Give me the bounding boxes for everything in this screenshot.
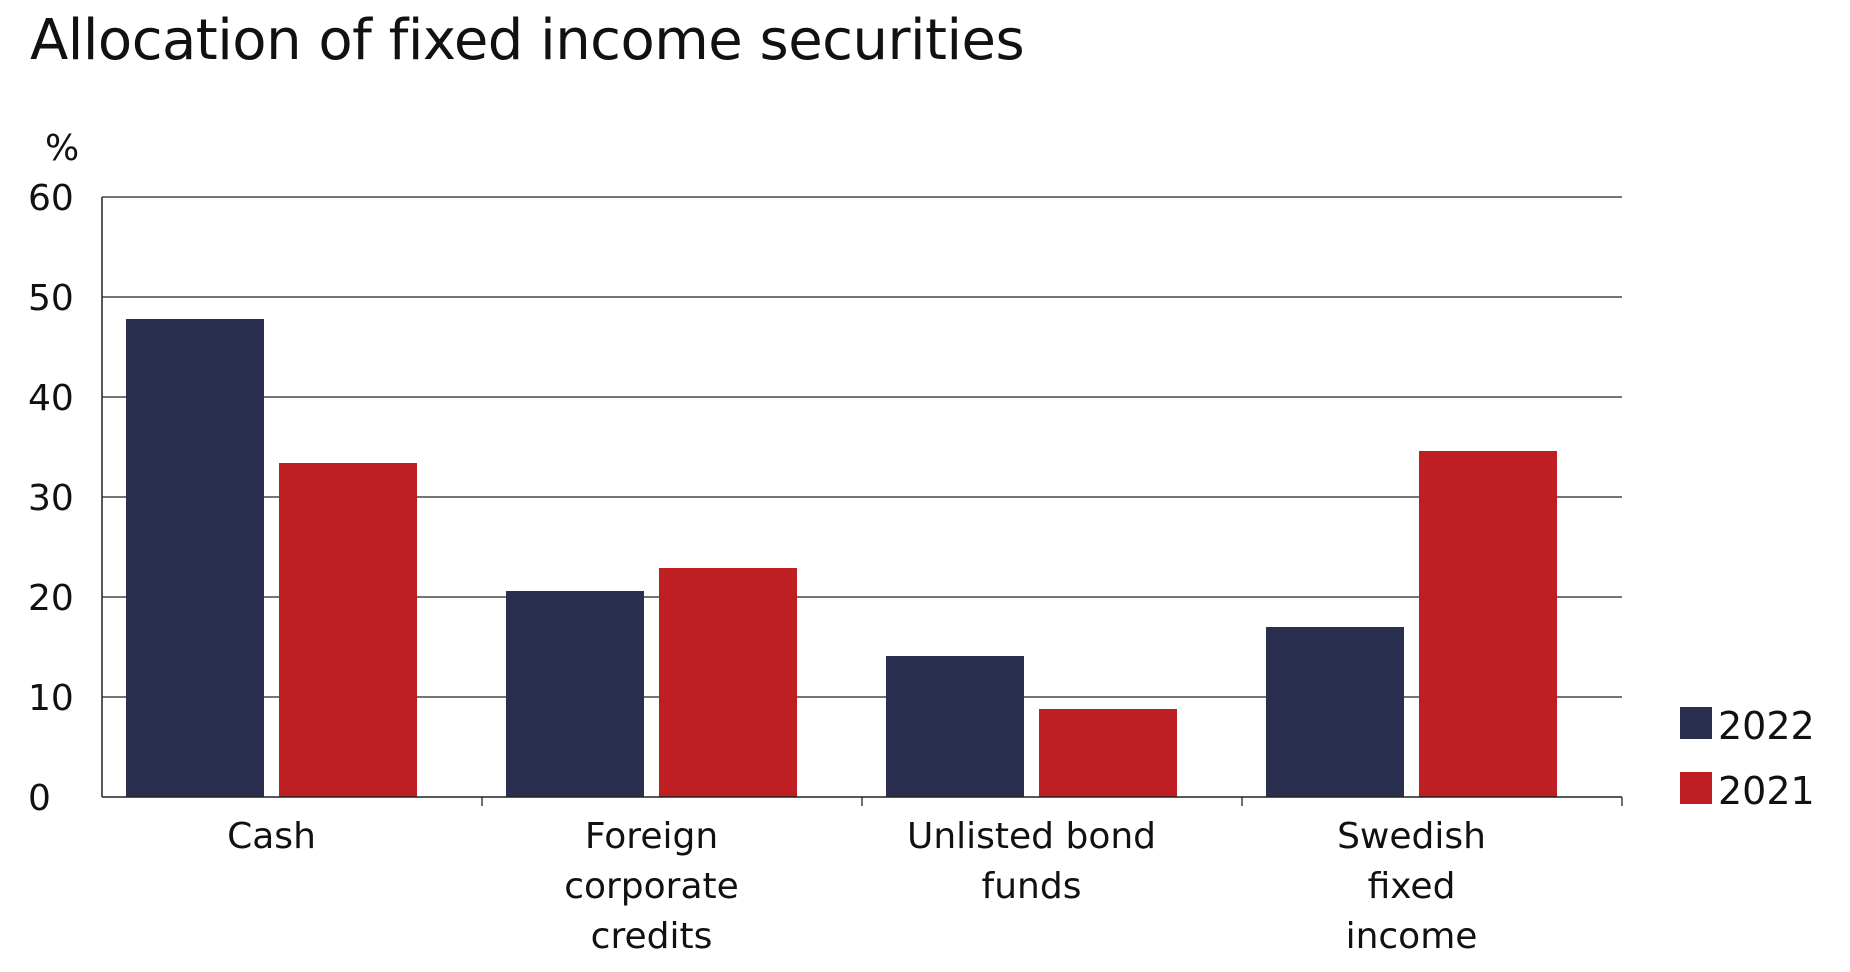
y-tick-label: 0 (28, 778, 51, 819)
x-tick-label-line: credits (591, 916, 713, 957)
x-tick-label-line: corporate (564, 866, 739, 907)
bars (126, 319, 1557, 797)
x-tick-label: Cash (227, 816, 316, 857)
x-tick-label: Foreign corporate credits (564, 816, 739, 957)
y-tick-label: 30 (28, 478, 74, 519)
bar-2021-3 (1419, 451, 1557, 797)
bar-2021-2 (1039, 709, 1177, 797)
axes (101, 197, 1623, 806)
x-axis-ticks: Cash Foreign corporate credits Unlisted bond… (227, 816, 1486, 957)
y-axis-unit-label: % (45, 128, 79, 169)
legend-swatch-2021 (1680, 772, 1712, 804)
bar-2021-0 (279, 463, 417, 797)
y-tick-label: 20 (28, 578, 74, 619)
x-tick-label-line: Foreign (585, 816, 718, 857)
bar-2022-2 (886, 656, 1024, 797)
bar-2022-1 (506, 591, 644, 797)
x-tick-label-line: income (1346, 916, 1478, 957)
legend-label-2021: 2021 (1718, 769, 1815, 813)
bar-2021-1 (659, 568, 797, 797)
y-axis-ticks: 0 10 20 30 40 50 60 (28, 178, 74, 819)
x-tick-label: Swedish fixed income (1337, 816, 1486, 957)
y-tick-label: 60 (28, 178, 74, 219)
legend-label-2022: 2022 (1718, 704, 1815, 748)
x-tick-label-line: fixed (1368, 866, 1456, 907)
x-tick-label: Unlisted bond funds (907, 816, 1156, 907)
legend: 2022 2021 (1680, 704, 1815, 813)
x-tick-label-line: funds (982, 866, 1082, 907)
y-tick-label: 50 (28, 278, 74, 319)
bar-2022-3 (1266, 627, 1404, 797)
y-tick-label: 40 (28, 378, 74, 419)
chart-title: Allocation of fixed income securities (30, 8, 1025, 73)
y-tick-label: 10 (28, 678, 74, 719)
x-tick-label-line: Swedish (1337, 816, 1486, 857)
x-tick-label-line: Unlisted bond (907, 816, 1156, 857)
bar-2022-0 (126, 319, 264, 797)
legend-swatch-2022 (1680, 707, 1712, 739)
x-tick-label-line: Cash (227, 816, 316, 857)
